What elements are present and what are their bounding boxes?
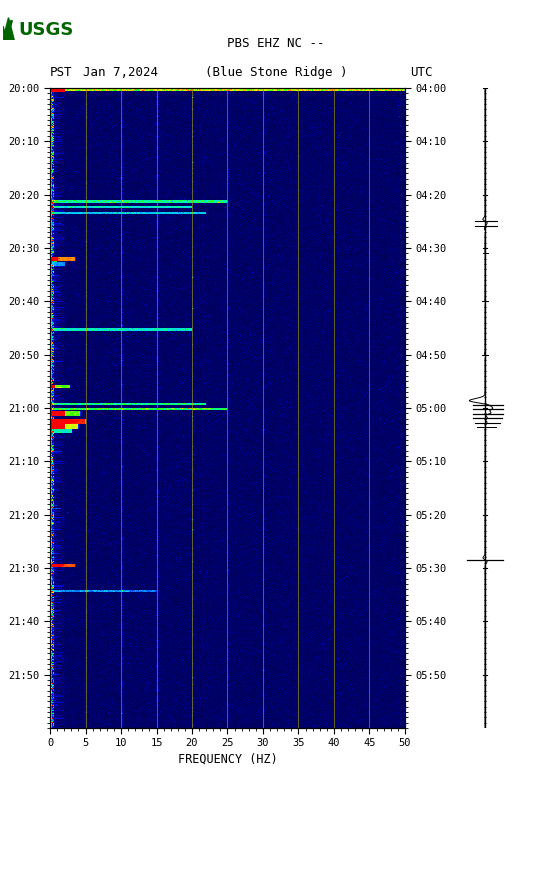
- Text: PST: PST: [50, 66, 72, 79]
- Text: Jan 7,2024: Jan 7,2024: [83, 66, 158, 79]
- Text: (Blue Stone Ridge ): (Blue Stone Ridge ): [205, 66, 347, 79]
- Text: USGS: USGS: [19, 21, 74, 39]
- Text: UTC: UTC: [411, 66, 433, 79]
- X-axis label: FREQUENCY (HZ): FREQUENCY (HZ): [178, 753, 277, 765]
- Text: PBS EHZ NC --: PBS EHZ NC --: [227, 38, 325, 51]
- Polygon shape: [3, 18, 14, 40]
